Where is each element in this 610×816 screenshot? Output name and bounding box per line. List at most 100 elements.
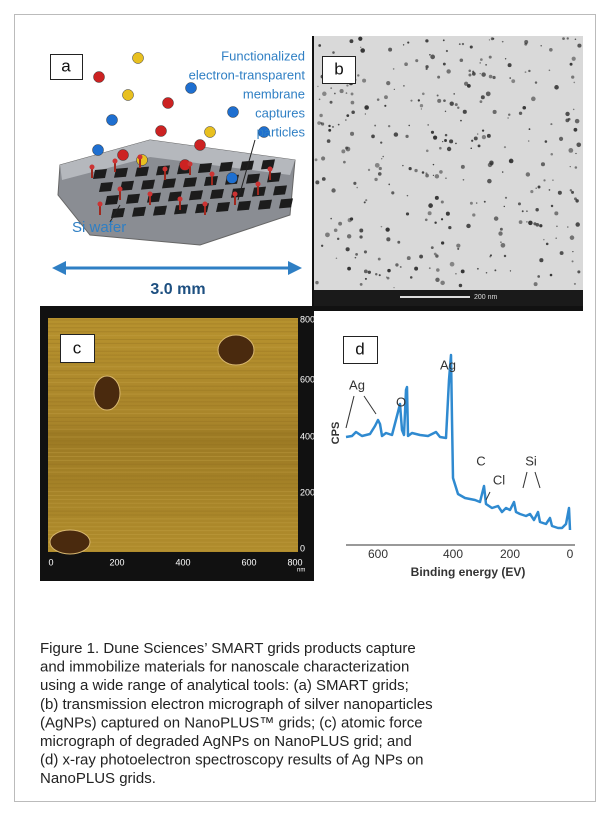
nanoparticle bbox=[445, 177, 447, 179]
nanoparticle bbox=[346, 247, 350, 251]
nanoparticle bbox=[428, 203, 433, 208]
nanoparticle bbox=[408, 125, 409, 126]
nanoparticle bbox=[446, 50, 448, 52]
nanoparticle bbox=[528, 221, 533, 226]
membrane-window bbox=[141, 180, 155, 190]
nanoparticle bbox=[337, 238, 339, 240]
particle bbox=[227, 173, 238, 184]
nanoparticle bbox=[576, 142, 581, 147]
nanoparticle bbox=[504, 255, 506, 257]
nanoparticle bbox=[481, 72, 485, 76]
nanoparticle bbox=[345, 119, 347, 121]
y-axis-label: CPS bbox=[330, 422, 342, 445]
nanoparticle bbox=[472, 213, 475, 216]
nanoparticle bbox=[379, 274, 381, 276]
particle bbox=[123, 90, 134, 101]
particle bbox=[107, 115, 118, 126]
x-tick-label: 600 bbox=[368, 547, 388, 561]
particle bbox=[195, 140, 206, 151]
nanoparticle bbox=[388, 48, 392, 52]
peak-label: Si bbox=[525, 453, 537, 468]
nanoparticle bbox=[443, 39, 445, 41]
particle bbox=[133, 53, 144, 64]
afm-particle bbox=[50, 530, 90, 554]
caption-line: Figure 1. Dune Sciences’ SMART grids pro… bbox=[40, 640, 416, 657]
nanoparticle bbox=[437, 99, 441, 103]
nanoparticle bbox=[570, 166, 571, 167]
nanoparticle bbox=[385, 228, 389, 232]
nanoparticle bbox=[571, 191, 574, 194]
nanoparticle bbox=[328, 129, 331, 132]
membrane-window bbox=[219, 162, 233, 172]
nanoparticle bbox=[453, 93, 455, 95]
peak-label: C bbox=[476, 453, 485, 468]
y-tick-label: 0 bbox=[300, 543, 305, 553]
nanoparticle bbox=[519, 220, 523, 224]
nanoparticle bbox=[457, 107, 459, 109]
nanoparticle bbox=[405, 135, 408, 138]
nanoparticle bbox=[322, 92, 326, 96]
nanoparticle bbox=[439, 147, 442, 150]
nanoparticle bbox=[330, 87, 332, 89]
nanoparticle bbox=[433, 175, 434, 176]
nanoparticle bbox=[489, 56, 492, 59]
nanoparticle bbox=[445, 111, 446, 112]
nanoparticle bbox=[365, 113, 366, 114]
nanoparticle bbox=[525, 71, 527, 73]
nanoparticle bbox=[374, 125, 376, 127]
nanoparticle bbox=[518, 202, 521, 205]
linker-head bbox=[178, 197, 183, 202]
nanoparticle bbox=[537, 275, 540, 278]
nanoparticle bbox=[551, 205, 553, 207]
peak-label: Ag bbox=[440, 357, 456, 372]
x-tick-label: 800 bbox=[287, 557, 302, 567]
nanoparticle bbox=[538, 186, 541, 189]
particle bbox=[118, 150, 129, 161]
nanoparticle bbox=[421, 108, 422, 109]
panel-label: b bbox=[334, 59, 343, 78]
caption: Figure 1. Dune Sciences’ SMART grids pro… bbox=[40, 640, 433, 787]
x-tick-label: 0 bbox=[567, 547, 574, 561]
nanoparticle bbox=[543, 179, 545, 181]
caption-line: using a wide range of analytical tools: … bbox=[40, 677, 409, 694]
nanoparticle bbox=[577, 44, 581, 48]
nanoparticle bbox=[480, 73, 481, 74]
nanoparticle bbox=[441, 200, 444, 203]
nanoparticle bbox=[528, 70, 530, 72]
nanoparticle bbox=[562, 37, 565, 40]
panel-a: a Functionalizedelectron-transparentmemb… bbox=[40, 36, 312, 306]
nanoparticle bbox=[456, 244, 460, 248]
nanoparticle bbox=[552, 179, 554, 181]
nanoparticle bbox=[420, 104, 423, 107]
nanoparticle bbox=[489, 256, 491, 258]
nanoparticle bbox=[573, 109, 575, 111]
scale-label: 200 nm bbox=[474, 294, 498, 301]
nanoparticle bbox=[477, 268, 479, 270]
nanoparticle bbox=[534, 282, 538, 286]
nanoparticle bbox=[485, 64, 487, 66]
nanoparticle bbox=[381, 226, 383, 228]
nanoparticle bbox=[441, 218, 443, 220]
nanoparticle bbox=[470, 148, 472, 150]
afm-particle bbox=[94, 376, 120, 410]
linker-head bbox=[256, 182, 261, 187]
nanoparticle bbox=[334, 93, 336, 95]
panel-label: a bbox=[61, 56, 71, 75]
nanoparticle bbox=[343, 161, 346, 164]
nanoparticle bbox=[315, 158, 318, 161]
page: a Functionalizedelectron-transparentmemb… bbox=[0, 0, 610, 816]
linker-head bbox=[118, 187, 123, 192]
nanoparticle bbox=[353, 182, 356, 185]
nanoparticle bbox=[384, 105, 386, 107]
nanoparticle bbox=[328, 125, 330, 127]
nanoparticle bbox=[407, 42, 409, 44]
nanoparticle bbox=[472, 71, 474, 73]
nanoparticle bbox=[487, 179, 492, 184]
caption-line: and immobilize materials for nanoscale c… bbox=[40, 659, 409, 676]
nanoparticle bbox=[460, 120, 462, 122]
nanoparticle bbox=[338, 222, 342, 226]
nanoparticle bbox=[479, 62, 481, 64]
nanoparticle bbox=[463, 179, 465, 181]
nanoparticle bbox=[550, 274, 553, 277]
caption-line: (AgNPs) captured on NanoPLUS™ grids; (c)… bbox=[40, 714, 423, 731]
